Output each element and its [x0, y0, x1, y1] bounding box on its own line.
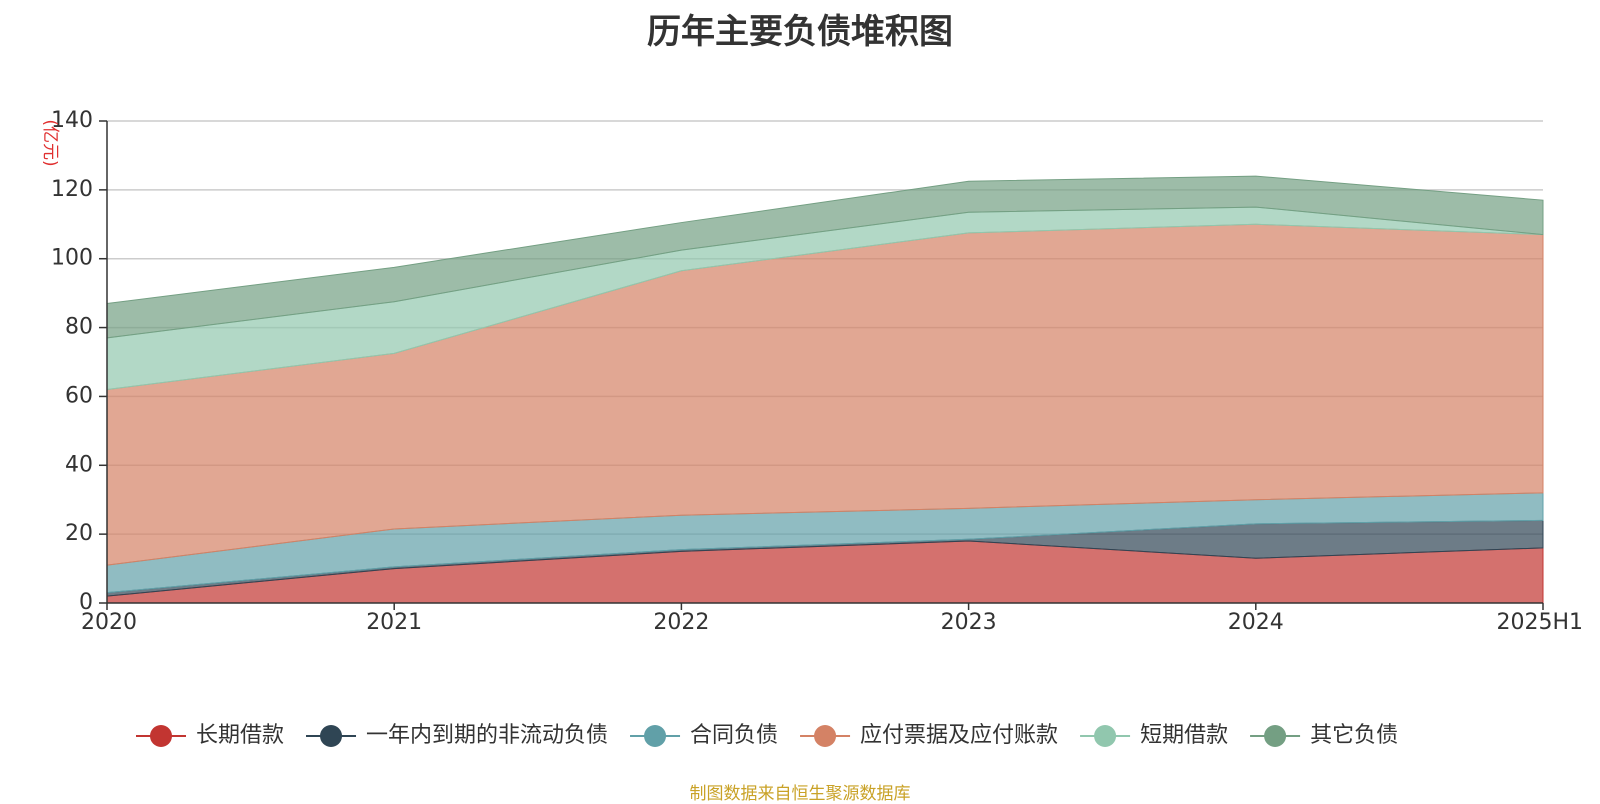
legend-item[interactable]: 应付票据及应付账款 — [800, 723, 1058, 748]
legend-marker — [814, 725, 837, 747]
x-tick-label: 2025H1 — [1496, 610, 1583, 635]
x-tick-label: 2022 — [653, 610, 709, 635]
legend-item[interactable]: 合同负债 — [630, 723, 778, 748]
x-tick-label: 2024 — [1228, 610, 1284, 635]
legend-marker — [1264, 725, 1287, 747]
legend-marker — [320, 725, 343, 747]
y-tick-label: 80 — [65, 315, 93, 340]
legend-label: 应付票据及应付账款 — [860, 723, 1058, 748]
y-tick-label: 100 — [51, 246, 93, 271]
chart-title: 历年主要负债堆积图 — [647, 12, 953, 52]
data-source-note: 制图数据来自恒生聚源数据库 — [689, 784, 911, 804]
y-tick-label: 20 — [65, 521, 93, 546]
legend-item[interactable]: 短期借款 — [1080, 723, 1228, 748]
legend-label: 长期借款 — [196, 723, 284, 748]
legend-marker — [150, 725, 172, 747]
axes: 0 20 40 60 80 100 120 140 2020 2021 2022 2023 2024 20… — [51, 108, 1583, 635]
legend-marker — [644, 725, 667, 747]
legend-item[interactable]: 一年内到期的非流动负债 — [306, 723, 608, 748]
legend-item[interactable]: 长期借款 — [136, 723, 284, 748]
y-axis-unit-label: (亿元) — [40, 119, 60, 166]
y-tick-label: 60 — [65, 383, 93, 408]
legend-label: 其它负债 — [1310, 723, 1398, 748]
y-tick-label: 40 — [65, 452, 93, 477]
y-tick-label: 140 — [51, 108, 93, 133]
x-tick-label: 2023 — [941, 610, 997, 635]
x-tick-label: 2021 — [366, 610, 422, 635]
legend-label: 合同负债 — [690, 723, 778, 748]
legend-label: 短期借款 — [1140, 723, 1228, 748]
y-tick-label: 0 — [79, 590, 93, 615]
area-其它负债 — [106, 175, 1544, 339]
legend-label: 一年内到期的非流动负债 — [366, 723, 608, 748]
legend-item[interactable]: 其它负债 — [1250, 723, 1398, 748]
legend-marker — [1094, 725, 1117, 747]
stacked-areas — [106, 175, 1544, 604]
x-tick-label: 2020 — [81, 610, 137, 635]
legend: 长期借款 一年内到期的非流动负债 合同负债 应付票据及应付账款 短期借款 其它负债 — [136, 723, 1398, 748]
y-tick-label: 120 — [51, 177, 93, 202]
